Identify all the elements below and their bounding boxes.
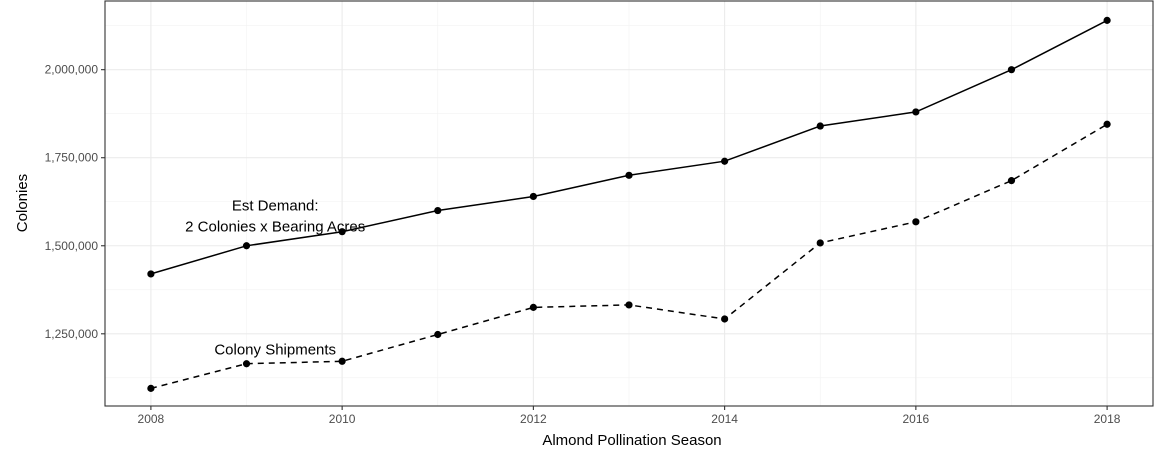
axes: 2008 2010 2012 2014 2016 2018 1,250,000 1,500,0… [45,0,1154,426]
x-tick-label: 2010 [329,412,356,426]
x-axis-title: Almond Pollination Season [542,432,721,449]
data-point [721,157,729,165]
annotation-label: Est Demand: [232,197,319,214]
x-tick-label: 2014 [711,412,738,426]
y-axis-title: Colonies [14,174,31,232]
data-point [529,303,537,311]
data-point [816,239,824,247]
annotations: Est Demand: 2 Colonies x Bearing Acres Col… [185,197,365,358]
data-point [338,228,346,236]
data-point [147,270,155,278]
y-tick-label: 1,750,000 [45,151,99,165]
x-tick-label: 2018 [1094,412,1121,426]
data-point [1007,177,1016,185]
data-point [529,192,537,201]
annotation-label: 2 Colonies x Bearing Acres [185,218,365,235]
data-point [721,315,729,323]
x-tick-label: 2008 [138,412,165,426]
y-tick-label: 1,250,000 [45,327,99,341]
data-point [242,360,251,368]
data-point [434,330,442,339]
annotation-label: Colony Shipments [214,342,336,359]
data-point [1007,66,1016,74]
x-tick-label: 2012 [520,412,547,426]
data-point [147,384,155,392]
grid-lines [105,1,1153,406]
data-point [434,206,442,215]
x-tick-label: 2016 [903,412,930,426]
data-point [912,108,920,116]
data-point [338,357,346,365]
y-tick-label: 1,500,000 [45,239,99,253]
data-point [242,242,251,250]
data-point [912,218,920,226]
data-point [625,301,633,309]
y-tick-label: 2,000,000 [45,63,99,77]
data-point [1103,120,1111,128]
series-layer [147,16,1111,392]
panel-border [104,0,1154,407]
data-point [816,122,824,130]
data-point [625,171,633,179]
data-point [1103,16,1111,24]
